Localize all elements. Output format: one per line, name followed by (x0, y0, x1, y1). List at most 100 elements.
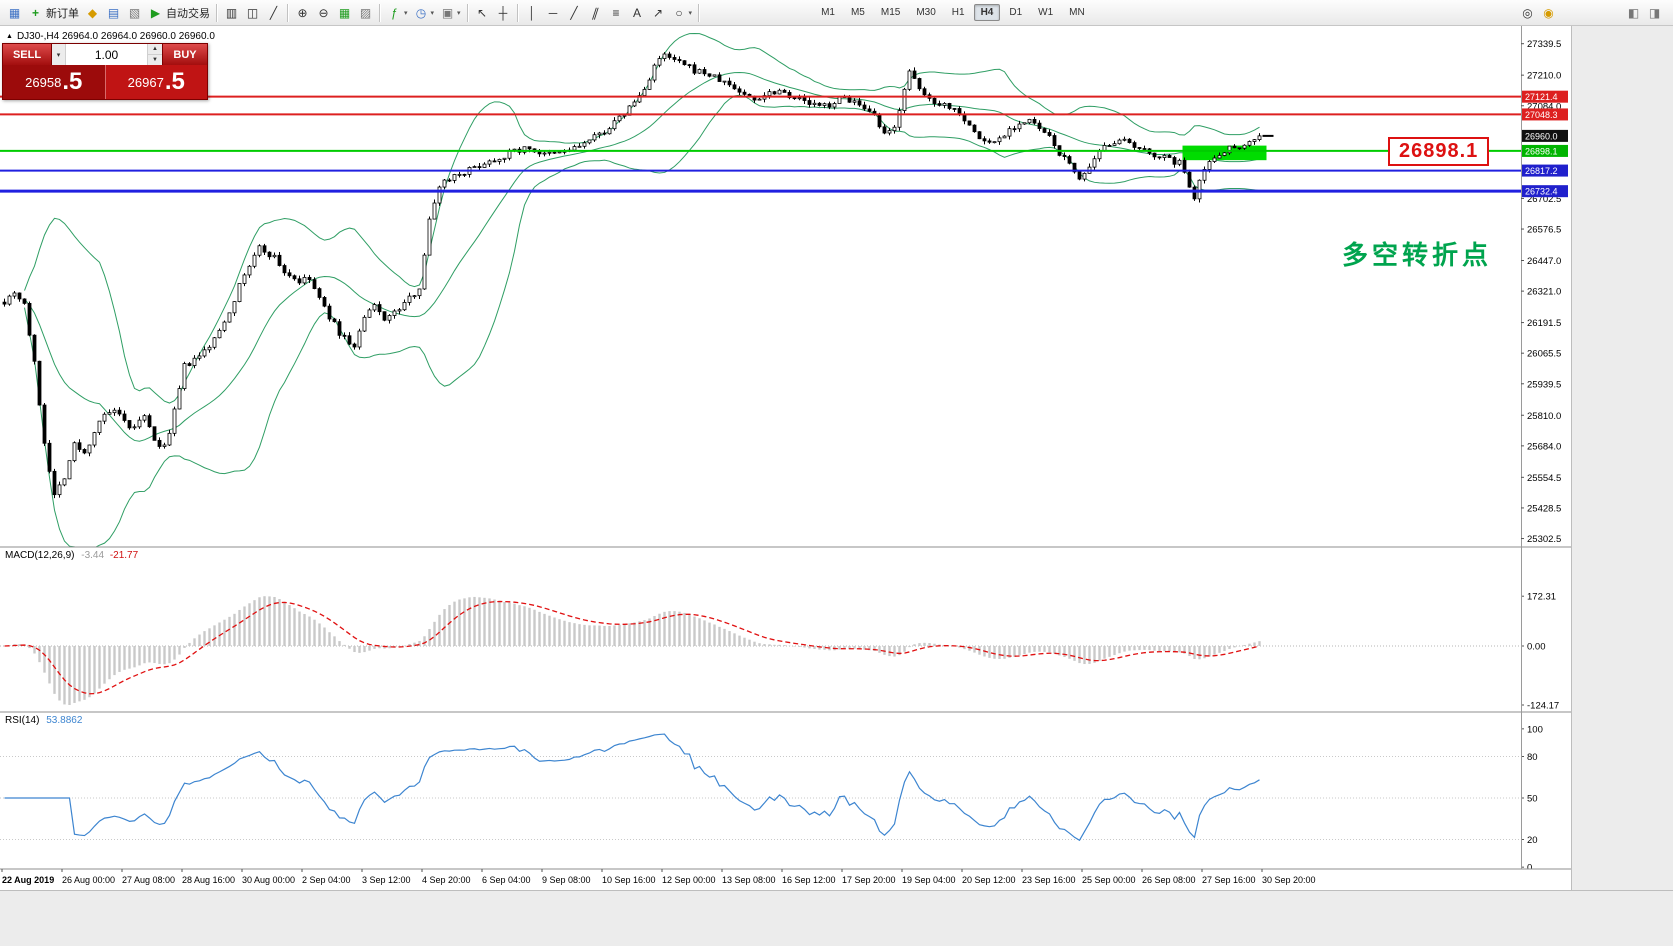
indicators-caret-icon[interactable]: ▾ (404, 9, 408, 17)
candle-body (67, 460, 72, 480)
time-label: 26 Aug 00:00 (62, 875, 115, 885)
sell-price-button[interactable]: 26958 .5 (3, 65, 106, 99)
timeframe-h4-button[interactable]: H4 (973, 4, 1001, 21)
candle-body (632, 101, 637, 107)
chart-canvas[interactable]: 172.31 0.00 -124.17 100 80 50 20 0 22 Aug 2019… (0, 26, 1571, 890)
price-tag[interactable] (1522, 185, 1568, 198)
community-button[interactable]: ◉ (1538, 3, 1559, 23)
vertical-line-button[interactable]: │ (522, 3, 543, 23)
candle-body (197, 355, 202, 359)
timeframe-d1-button[interactable]: D1 (1009, 7, 1023, 18)
zoom-in-button[interactable]: ⊕ (292, 3, 313, 23)
candle-body (1227, 145, 1232, 154)
volume-down-icon[interactable]: ▼ (148, 55, 162, 65)
timeframe-m30-button[interactable]: M30 (916, 7, 936, 18)
trendline-button[interactable]: ╱ (564, 3, 585, 23)
candle-body (1142, 148, 1147, 150)
new-chart-icon: ▦ (8, 5, 21, 20)
volume-up-icon[interactable]: ▲ (148, 44, 162, 55)
metaeditor-button[interactable]: ◆ (82, 3, 103, 23)
tile-windows-button[interactable]: ▦ (334, 3, 355, 23)
timeframe-mn-button[interactable]: MN (1069, 7, 1085, 18)
candle-body (1252, 139, 1257, 142)
time-label: 30 Aug 00:00 (242, 875, 295, 885)
fibonacci-icon: ≡ (612, 5, 620, 20)
candle-body (812, 102, 817, 105)
candle-body (357, 330, 362, 348)
fibonacci-button[interactable]: ≡ (606, 3, 627, 23)
time-label: 2 Sep 04:00 (302, 875, 351, 885)
candle-body (852, 100, 857, 103)
periods-caret-icon[interactable]: ▾ (430, 9, 435, 17)
buy-button[interactable]: BUY (163, 44, 207, 65)
candle-body (902, 88, 907, 111)
arrow-tool-button[interactable]: ↗ (648, 3, 669, 23)
dock-left-button[interactable]: ◧ (1623, 3, 1644, 23)
price-tag[interactable] (1522, 164, 1568, 177)
buy-price-button[interactable]: 26967 .5 (105, 65, 207, 99)
horizontal-line-button[interactable]: ─ (543, 3, 564, 23)
candle-body (62, 478, 67, 486)
timeframe-h1-button[interactable]: H1 (951, 7, 965, 18)
candle-body (1067, 156, 1072, 164)
cursor-icon: ↖ (477, 5, 488, 20)
chart-line-button[interactable]: ╱ (263, 3, 284, 23)
market-watch-button[interactable]: ▤ (103, 3, 124, 23)
chart-candles-button[interactable]: ◫ (242, 3, 263, 23)
volume-dropdown-icon[interactable]: ▾ (52, 44, 66, 65)
cursor-button[interactable]: ↖ (472, 3, 493, 23)
candle-body (397, 309, 402, 312)
navigator-button[interactable]: ▧ (124, 3, 145, 23)
auto-arrange-button[interactable]: ▨ (355, 3, 376, 23)
candle-body (937, 103, 942, 106)
price-tag[interactable] (1522, 90, 1568, 103)
new-chart-button[interactable]: ▦ (4, 3, 25, 23)
templates-button[interactable]: ▣ ▾ (437, 3, 464, 23)
auto-arrange-icon: ▨ (359, 5, 372, 20)
rsi-value: 53.8862 (46, 715, 83, 726)
new-order-button[interactable]: + 新订单 (25, 3, 82, 23)
text-tool-button[interactable]: A (627, 3, 648, 23)
crosshair-button[interactable]: ┼ (493, 3, 514, 23)
time-axis[interactable]: 22 Aug 2019 26 Aug 00:00 27 Aug 08:00 28 Au… (0, 868, 1571, 890)
candle-body (607, 128, 612, 135)
candle-body (577, 145, 582, 148)
annotation-text[interactable]: 多空转折点 (1342, 240, 1493, 270)
candle-body (387, 315, 392, 321)
axis-tick-label: 26065.5 (1527, 349, 1561, 360)
indicators-icon: ƒ (391, 5, 398, 20)
time-label: 26 Sep 08:00 (1142, 875, 1196, 885)
price-tag[interactable] (1522, 144, 1568, 157)
timeframe-w1-button[interactable]: W1 (1038, 7, 1054, 18)
price-axis[interactable]: 27339.5 27210.0 27084.0 26702.5 26576.5 26447… (1521, 26, 1568, 869)
candle-body (1187, 171, 1192, 188)
price-callout[interactable]: 26898.1 (1388, 137, 1490, 166)
price-tag-label: 26960.0 (1525, 131, 1558, 141)
price-tag[interactable] (1522, 108, 1568, 121)
shapes-caret-icon[interactable]: ▾ (688, 9, 693, 17)
symbol-marker-icon[interactable]: ▲ (6, 33, 13, 40)
shapes-button[interactable]: ○ ▾ (669, 3, 696, 23)
zoom-out-button[interactable]: ⊖ (313, 3, 334, 23)
periods-button[interactable]: ◷ ▾ (411, 3, 438, 23)
volume-input[interactable]: 1.00 (94, 47, 119, 62)
candle-body (142, 415, 147, 421)
candle-body (992, 141, 997, 144)
candle-body (1232, 145, 1237, 149)
autotrading-button[interactable]: ▶ 自动交易 (145, 3, 213, 23)
candle-body (137, 419, 142, 428)
channel-button[interactable]: ∥ (585, 3, 606, 23)
timeframe-m1-button[interactable]: M1 (821, 7, 835, 18)
candle-body (807, 100, 812, 105)
search-button[interactable]: ◎ (1517, 3, 1538, 23)
dock-right-button[interactable]: ◨ (1644, 3, 1665, 23)
indicators-button[interactable]: ƒ ▾ (384, 3, 411, 23)
timeframe-m5-button[interactable]: M5 (850, 7, 865, 18)
chart-bars-button[interactable]: ▥ (221, 3, 242, 23)
candle-body (617, 115, 622, 122)
timeframe-m15-button[interactable]: M15 (880, 7, 901, 18)
templates-caret-icon[interactable]: ▾ (457, 9, 461, 17)
candle-body (687, 64, 692, 67)
price-tag[interactable] (1522, 129, 1568, 142)
sell-button[interactable]: SELL (3, 44, 51, 65)
